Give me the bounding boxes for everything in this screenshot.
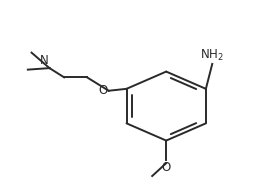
Text: O: O (98, 84, 108, 97)
Text: NH$_2$: NH$_2$ (200, 48, 224, 63)
Text: O: O (162, 161, 171, 174)
Text: N: N (39, 54, 48, 67)
